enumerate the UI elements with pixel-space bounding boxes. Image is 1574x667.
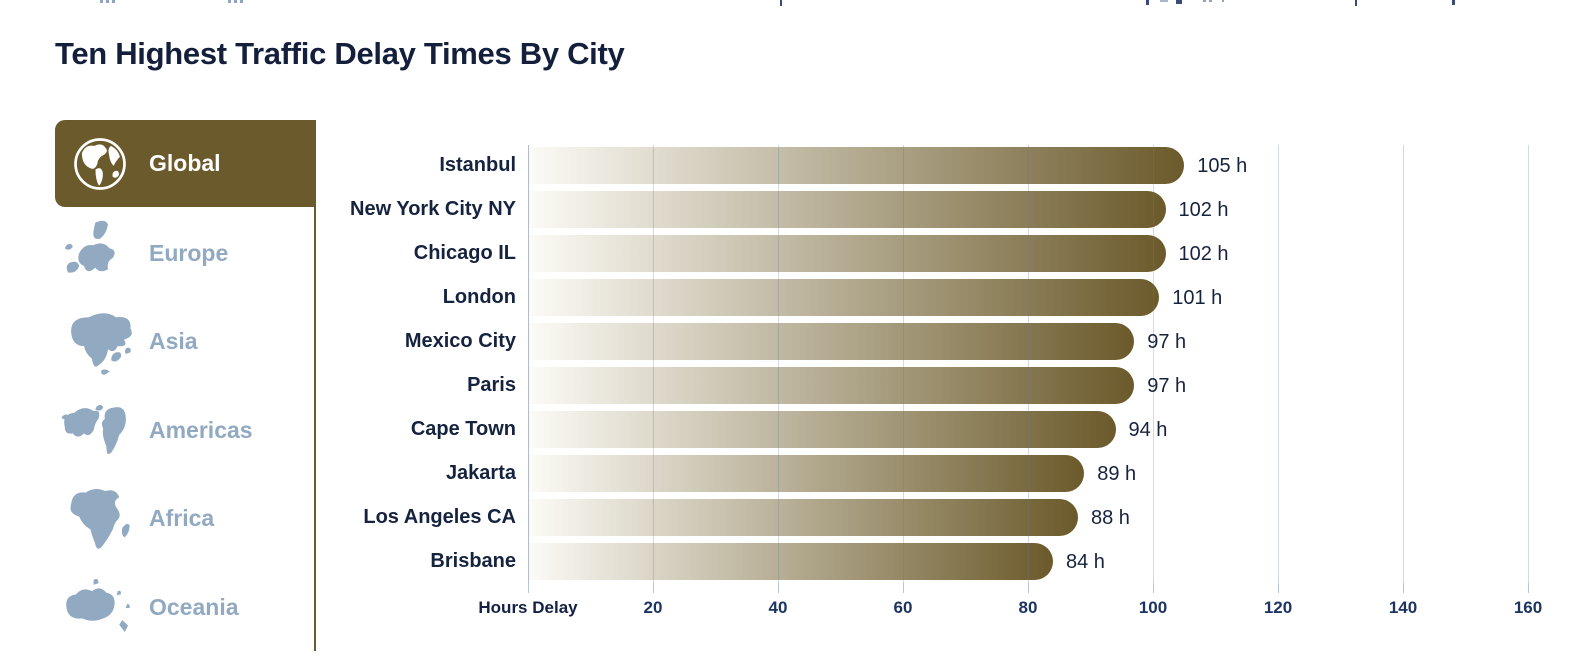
bar-los-angeles-ca[interactable] bbox=[528, 499, 1078, 536]
bar-brisbane[interactable] bbox=[528, 543, 1053, 580]
value-label: 102 h bbox=[1178, 243, 1229, 265]
value-label: 105 h bbox=[1197, 155, 1248, 177]
toolbar-mark bbox=[1452, 0, 1455, 5]
toolbar-mark bbox=[780, 0, 782, 6]
sidebar-item-europe[interactable]: Europe bbox=[55, 210, 315, 297]
category-label: Cape Town bbox=[410, 418, 516, 440]
bar-london[interactable] bbox=[528, 279, 1160, 316]
axis-tick bbox=[653, 583, 654, 593]
category-label: Chicago IL bbox=[413, 242, 516, 264]
bar-new-york-city-ny[interactable] bbox=[528, 191, 1166, 228]
sidebar-item-oceania[interactable]: Oceania bbox=[55, 564, 315, 651]
value-label: 102 h bbox=[1178, 199, 1229, 221]
gridline bbox=[653, 145, 654, 583]
category-label: Mexico City bbox=[404, 330, 516, 352]
value-label: 88 h bbox=[1091, 507, 1130, 529]
europe-map-icon bbox=[55, 217, 145, 291]
value-label: 97 h bbox=[1147, 375, 1187, 397]
sidebar-item-label: Africa bbox=[149, 505, 215, 531]
toolbar-mark bbox=[1222, 0, 1224, 2]
axis-tick-label: 80 bbox=[1018, 598, 1038, 617]
sidebar-item-label: Oceania bbox=[149, 594, 239, 620]
sidebar-item-asia[interactable]: Asia bbox=[55, 298, 315, 385]
toolbar-mark bbox=[1209, 0, 1212, 2]
bar-mexico-city[interactable] bbox=[528, 323, 1135, 360]
axis-tick-label: 40 bbox=[768, 598, 788, 617]
bar-paris[interactable] bbox=[528, 367, 1135, 404]
value-label: 97 h bbox=[1147, 331, 1187, 353]
sidebar-item-americas[interactable]: Americas bbox=[55, 387, 315, 474]
gridline bbox=[1278, 145, 1279, 583]
category-label: Istanbul bbox=[439, 154, 516, 176]
axis-tick bbox=[1278, 583, 1279, 593]
bar-istanbul[interactable] bbox=[528, 147, 1185, 184]
value-label: 89 h bbox=[1097, 463, 1137, 485]
sidebar-item-africa[interactable]: Africa bbox=[55, 475, 315, 562]
dots-icon bbox=[234, 0, 237, 3]
gridline bbox=[778, 145, 779, 583]
sidebar-item-global[interactable]: Global bbox=[55, 120, 315, 207]
axis-tick bbox=[1028, 583, 1029, 593]
globe-icon bbox=[55, 135, 145, 193]
dots-icon bbox=[240, 0, 243, 3]
toolbar-mark bbox=[1176, 0, 1182, 4]
toolbar-mark bbox=[1160, 0, 1168, 2]
gridline bbox=[903, 145, 904, 583]
toolbar-mark bbox=[1203, 0, 1206, 2]
axis-tick bbox=[1528, 583, 1529, 593]
value-label: 94 h bbox=[1128, 419, 1168, 441]
value-label: 101 h bbox=[1172, 287, 1223, 309]
axis-tick bbox=[778, 583, 779, 593]
axis-tick-label: 20 bbox=[643, 598, 663, 617]
dots-icon bbox=[228, 0, 231, 3]
gridline bbox=[528, 145, 529, 583]
gridline bbox=[1403, 145, 1404, 583]
dots-icon bbox=[100, 0, 103, 3]
axis-tick-label: 160 bbox=[1513, 598, 1543, 617]
sidebar-item-label: Europe bbox=[149, 240, 229, 266]
category-label: Los Angeles CA bbox=[363, 506, 516, 528]
x-axis-title: Hours Delay bbox=[478, 598, 578, 617]
axis-tick bbox=[1403, 583, 1404, 593]
category-label: New York City NY bbox=[350, 198, 516, 220]
asia-map-icon bbox=[55, 305, 145, 379]
americas-map-icon bbox=[55, 394, 145, 468]
category-label: London bbox=[442, 286, 516, 308]
africa-map-icon bbox=[55, 482, 145, 556]
value-label: 84 h bbox=[1066, 551, 1105, 573]
gridline bbox=[1153, 145, 1154, 583]
axis-tick bbox=[1153, 583, 1154, 593]
axis-tick-label: 140 bbox=[1388, 598, 1418, 617]
page-title: Ten Highest Traffic Delay Times By City bbox=[55, 36, 625, 71]
sidebar-item-label: Americas bbox=[149, 417, 253, 443]
sidebar-divider bbox=[314, 120, 316, 651]
gridline bbox=[1528, 145, 1529, 583]
oceania-map-icon bbox=[55, 571, 145, 645]
category-label: Paris bbox=[467, 374, 516, 396]
sidebar-item-label: Global bbox=[149, 150, 221, 176]
toolbar-mark bbox=[1146, 0, 1149, 5]
axis-tick-label: 100 bbox=[1138, 598, 1168, 617]
axis-tick-label: 120 bbox=[1263, 598, 1293, 617]
category-label: Brisbane bbox=[430, 550, 516, 572]
axis-tick bbox=[903, 583, 904, 593]
bar-cape-town[interactable] bbox=[528, 411, 1116, 448]
gridline bbox=[1028, 145, 1029, 583]
bar-jakarta[interactable] bbox=[528, 455, 1085, 492]
toolbar-mark bbox=[1355, 0, 1357, 6]
dots-icon bbox=[106, 0, 109, 3]
bar-chicago-il[interactable] bbox=[528, 235, 1166, 272]
dots-icon bbox=[112, 0, 115, 3]
sidebar-item-label: Asia bbox=[149, 328, 198, 354]
category-label: Jakarta bbox=[445, 462, 516, 484]
axis-tick bbox=[528, 583, 529, 593]
axis-tick-label: 60 bbox=[893, 598, 913, 617]
